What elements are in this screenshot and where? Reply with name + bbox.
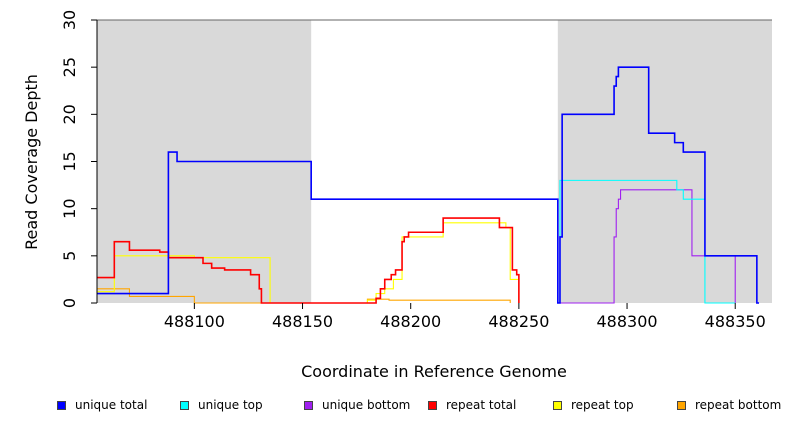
y-tick-label: 25	[60, 57, 79, 77]
y-tick-label: 30	[60, 10, 79, 30]
y-tick-label: 5	[60, 251, 79, 261]
y-axis-title: Read Coverage Depth	[22, 74, 41, 250]
legend-item-unique-total: unique total	[57, 398, 147, 412]
y-tick-label: 0	[60, 298, 79, 308]
legend-label: repeat bottom	[695, 398, 782, 412]
x-tick-label: 488150	[272, 312, 333, 331]
legend-swatch	[428, 400, 437, 410]
legend-item-repeat-bottom: repeat bottom	[677, 398, 781, 412]
y-tick-label: 20	[60, 104, 79, 124]
series-lines	[97, 66, 760, 304]
legend-swatch	[677, 400, 686, 410]
x-axis-title: Coordinate in Reference Genome	[301, 362, 567, 381]
shaded-region-2	[557, 20, 772, 303]
y-axis-ticks: 0 5 10 15 20 25 30	[60, 10, 97, 308]
legend-item-unique-bottom: unique bottom	[304, 398, 410, 412]
series-line-unique-bottom	[557, 189, 736, 304]
x-tick-label: 488100	[164, 312, 225, 331]
legend-label: unique top	[198, 398, 263, 412]
legend-swatch	[553, 400, 562, 410]
legend-item-repeat-top: repeat top	[553, 398, 634, 412]
legend-label: unique total	[75, 398, 148, 412]
x-tick-label: 488350	[705, 312, 766, 331]
legend-swatch	[304, 400, 313, 410]
x-axis-ticks: 488100 488150 488200 488250 488300 488350	[164, 303, 766, 331]
x-tick-label: 488250	[488, 312, 549, 331]
legend-swatch	[57, 400, 66, 410]
legend-label: unique bottom	[322, 398, 411, 412]
series-line-unique-total	[97, 66, 760, 304]
legend-label: repeat total	[446, 398, 517, 412]
legend: unique total unique top unique bottom repea…	[0, 398, 792, 422]
legend-label: repeat top	[571, 398, 634, 412]
x-tick-label: 488200	[380, 312, 441, 331]
legend-swatch	[180, 400, 189, 410]
y-tick-label: 15	[60, 151, 79, 171]
legend-item-unique-top: unique top	[180, 398, 263, 412]
y-tick-label: 10	[60, 198, 79, 218]
x-tick-label: 488300	[597, 312, 658, 331]
legend-item-repeat-total: repeat total	[428, 398, 516, 412]
